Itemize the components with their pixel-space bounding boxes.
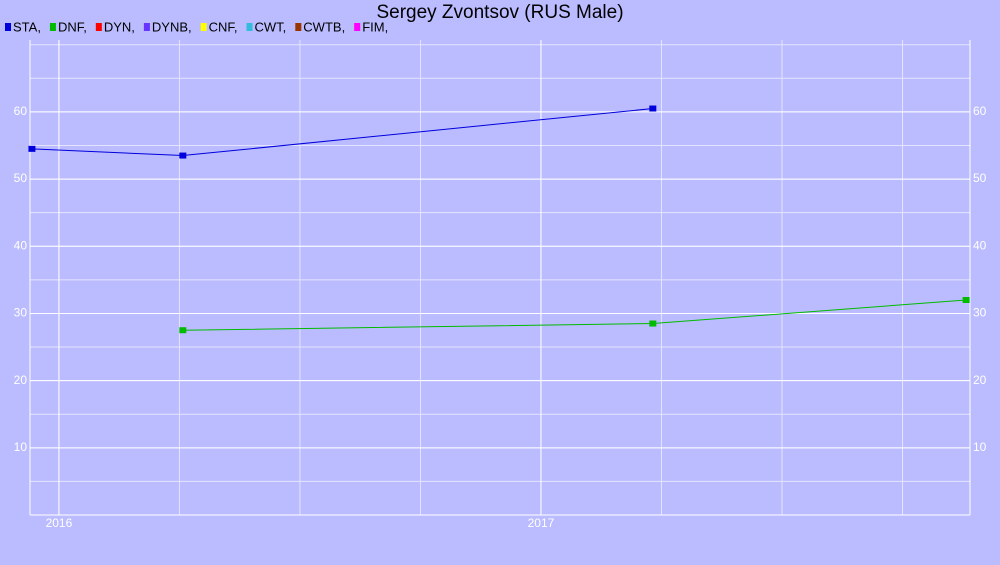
legend-label: DYN, [104, 19, 135, 34]
legend-label: FIM, [362, 19, 388, 34]
legend-label: CNF, [209, 19, 238, 34]
chart-title: Sergey Zvontsov (RUS Male) [376, 2, 623, 23]
y-tick-label-right: 40 [973, 238, 987, 252]
legend-label: CWTB, [303, 19, 345, 34]
legend-label: STA, [13, 19, 41, 34]
legend-label: DNF, [58, 19, 87, 34]
y-tick-label: 10 [14, 440, 28, 454]
legend-swatch [95, 23, 102, 31]
data-point [962, 297, 970, 304]
data-point [179, 327, 187, 334]
y-tick-label-right: 10 [973, 440, 987, 454]
legend-swatch [5, 23, 11, 31]
legend-swatch [49, 23, 56, 31]
data-point [649, 105, 657, 112]
data-point [179, 152, 187, 159]
y-tick-label-right: 30 [973, 306, 987, 320]
y-tick-label: 50 [14, 171, 28, 185]
legend-swatch [246, 23, 253, 31]
legend-swatch [143, 23, 150, 31]
x-tick-label: 2017 [528, 516, 555, 530]
data-point [28, 145, 36, 152]
legend-label: DYNB, [152, 19, 192, 34]
legend-label: CWT, [255, 19, 287, 34]
data-point [649, 320, 657, 327]
y-tick-label-right: 60 [973, 104, 987, 118]
y-tick-label: 30 [14, 306, 28, 320]
y-tick-label: 60 [14, 104, 28, 118]
y-tick-label: 20 [14, 373, 28, 387]
x-tick-label: 2016 [46, 516, 73, 530]
legend-swatch [354, 23, 361, 31]
y-tick-label-right: 50 [973, 171, 987, 185]
legend-swatch [295, 23, 302, 31]
y-tick-label: 40 [14, 238, 28, 252]
y-tick-label-right: 20 [973, 373, 987, 387]
legend-swatch [200, 23, 207, 31]
